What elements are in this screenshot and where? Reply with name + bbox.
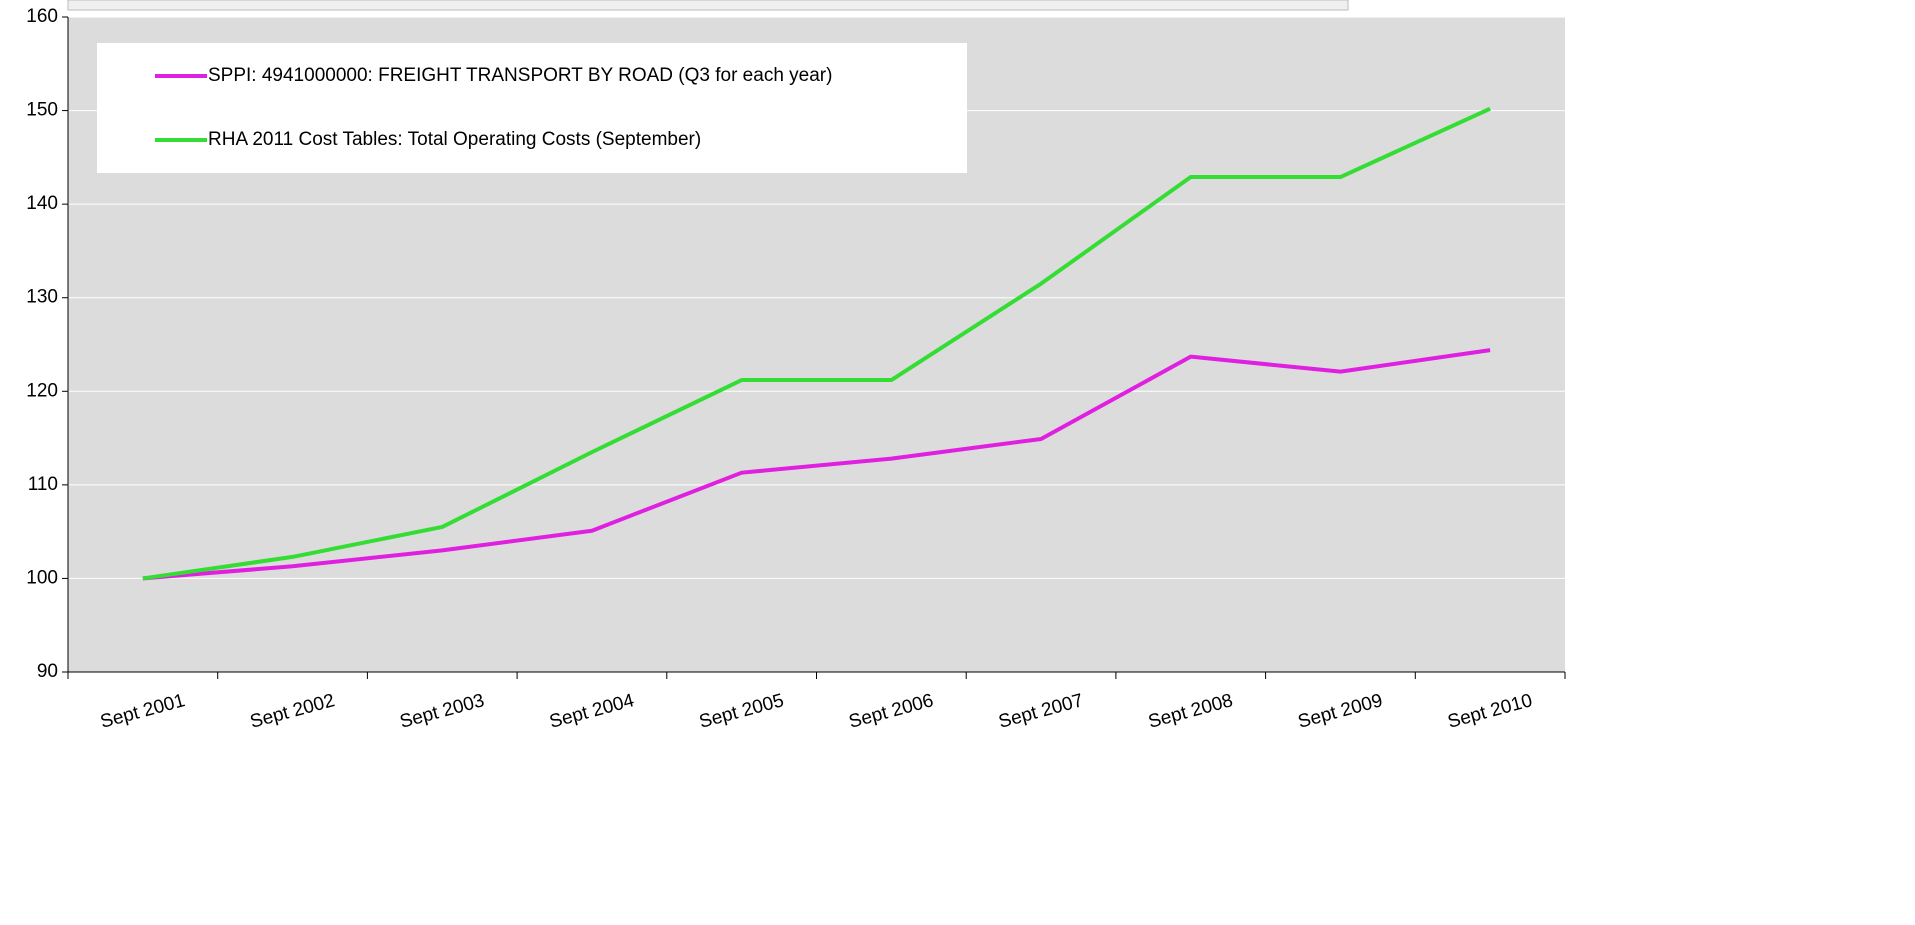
x-tick-label: Sept 2010 bbox=[1445, 690, 1534, 733]
y-tick-label: 100 bbox=[26, 567, 58, 588]
legend-label: SPPI: 4941000000: FREIGHT TRANSPORT BY R… bbox=[208, 65, 832, 86]
y-tick-label: 140 bbox=[26, 193, 58, 214]
y-tick-label: 160 bbox=[26, 6, 58, 27]
y-tick-label: 150 bbox=[26, 100, 58, 121]
y-tick-label: 110 bbox=[28, 474, 58, 495]
x-tick-label: Sept 2003 bbox=[398, 690, 487, 733]
x-tick-label: Sept 2006 bbox=[847, 690, 936, 733]
x-tick-label: Sept 2001 bbox=[98, 690, 187, 733]
x-tick-label: Sept 2004 bbox=[547, 690, 637, 733]
y-tick-label: 90 bbox=[37, 661, 58, 682]
x-tick-label: Sept 2008 bbox=[1146, 690, 1235, 733]
series-line bbox=[142, 106, 1491, 581]
series-line bbox=[142, 348, 1491, 581]
x-tick-label: Sept 2009 bbox=[1296, 690, 1385, 733]
x-tick-label: Sept 2007 bbox=[996, 690, 1085, 733]
x-tick-label: Sept 2005 bbox=[697, 690, 786, 733]
legend-label: RHA 2011 Cost Tables: Total Operating Co… bbox=[208, 129, 701, 150]
y-tick-label: 120 bbox=[26, 380, 58, 401]
top-strip bbox=[67, 0, 1349, 11]
legend-box bbox=[97, 43, 967, 173]
x-tick-label: Sept 2002 bbox=[248, 690, 337, 733]
y-tick-label: 130 bbox=[26, 287, 58, 308]
